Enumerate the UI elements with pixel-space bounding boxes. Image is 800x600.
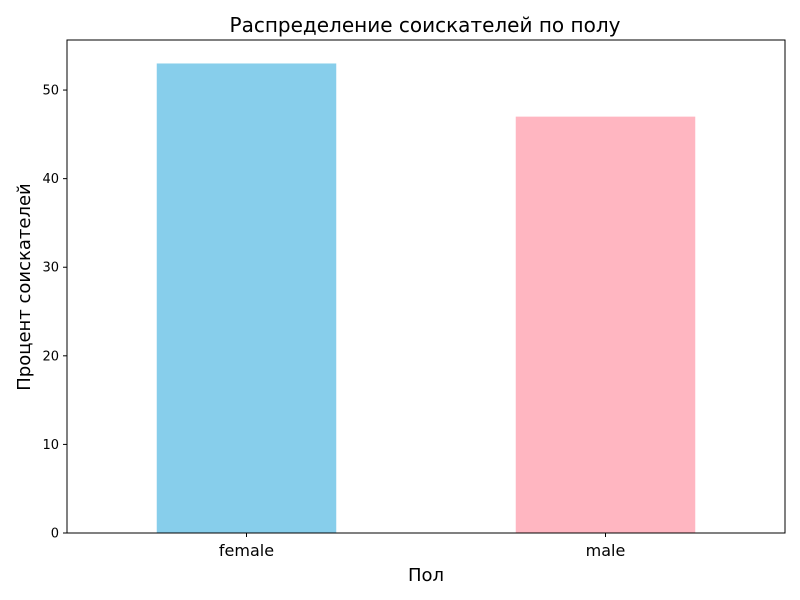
- y-tick-label-20: 20: [42, 349, 59, 364]
- chart-title: Распределение соискателей по полу: [230, 13, 621, 37]
- y-tick-label-40: 40: [42, 172, 59, 187]
- y-tick-label-30: 30: [42, 261, 59, 276]
- plot-frame: [66, 39, 786, 534]
- y-tick-label-10: 10: [42, 438, 59, 453]
- y-axis-label: Процент соискателей: [14, 183, 35, 391]
- x-tick-label-female: female: [219, 541, 274, 560]
- bar-female: [156, 63, 337, 533]
- x-axis: female male: [219, 533, 625, 560]
- y-axis: 0 10 20 30 40 50: [42, 84, 67, 542]
- plot-area: [66, 39, 786, 534]
- bar-male: [515, 116, 696, 534]
- bars-group: [156, 63, 696, 534]
- y-tick-label-50: 50: [42, 84, 59, 99]
- x-tick-label-male: male: [586, 541, 626, 560]
- y-tick-label-0: 0: [51, 527, 59, 542]
- x-axis-label: Пол: [408, 565, 444, 586]
